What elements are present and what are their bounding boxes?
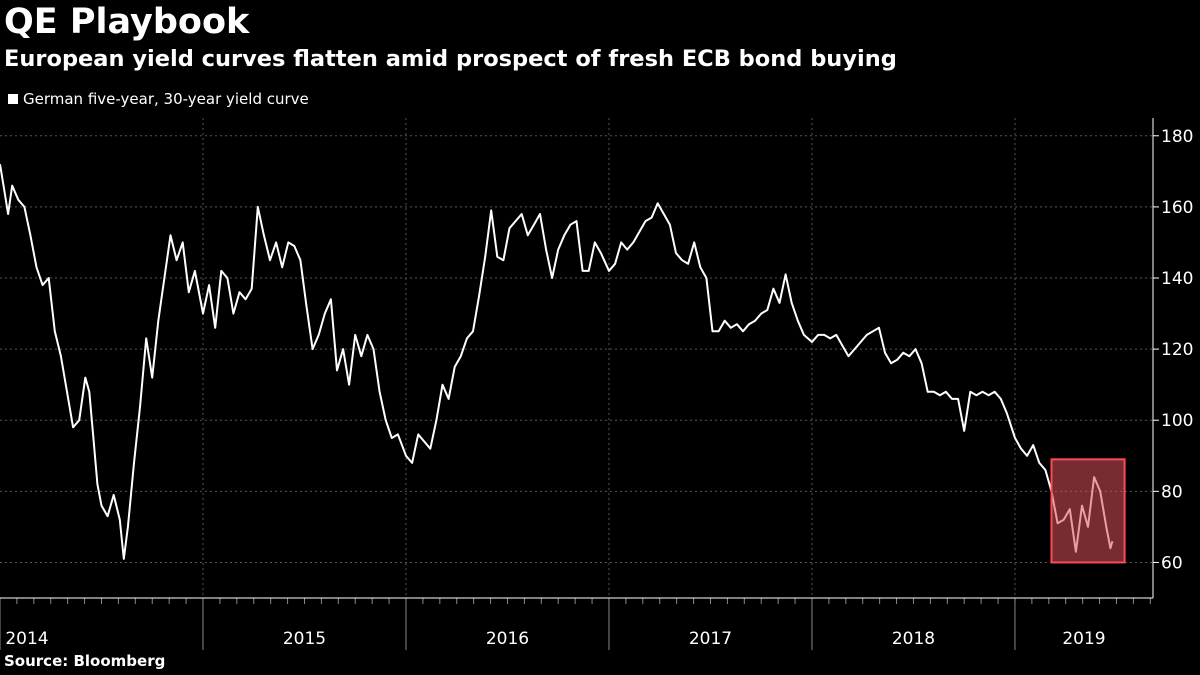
source-note: Source: Bloomberg (4, 652, 166, 670)
chart-title: QE Playbook (4, 2, 250, 42)
y-tick-label: 100 (1161, 411, 1193, 431)
y-tick-label: 60 (1161, 553, 1183, 573)
y-tick-label: 80 (1161, 482, 1183, 502)
y-tick-label: 160 (1161, 198, 1193, 218)
series-line (0, 164, 1114, 560)
legend-label: German five-year, 30-year yield curve (23, 90, 309, 108)
y-tick-label: 120 (1161, 340, 1193, 360)
chart-subtitle: European yield curves flatten amid prosp… (4, 46, 897, 72)
x-tick-label: 2016 (486, 629, 529, 649)
x-tick-label: 2015 (283, 629, 326, 649)
legend-swatch (8, 94, 18, 104)
legend: German five-year, 30-year yield curve (8, 90, 309, 108)
x-tick-label: 2019 (1062, 629, 1105, 649)
highlight-box (1050, 458, 1126, 564)
y-tick-label: 180 (1161, 127, 1193, 147)
y-tick-label: 140 (1161, 269, 1193, 289)
x-tick-label: 2014 (5, 629, 48, 649)
x-tick-label: 2017 (689, 629, 732, 649)
x-tick-label: 2018 (892, 629, 935, 649)
